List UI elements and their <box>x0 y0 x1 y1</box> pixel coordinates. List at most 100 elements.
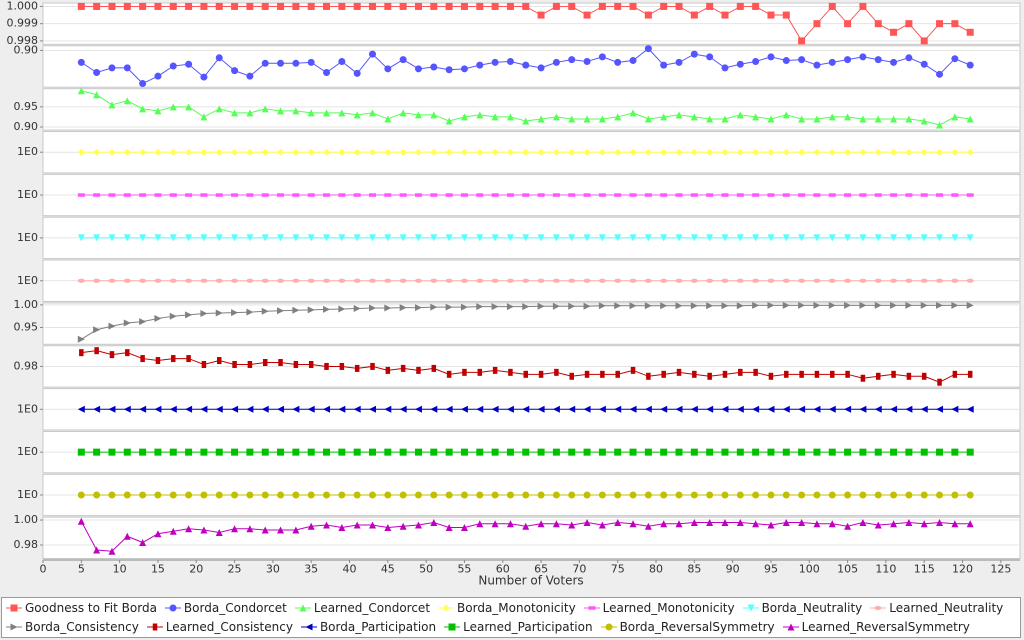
legend-item: Borda_ReversalSymmetry <box>600 620 775 634</box>
marker <box>476 61 484 69</box>
marker <box>154 314 162 322</box>
marker <box>139 105 147 113</box>
marker <box>951 448 959 456</box>
marker <box>154 405 162 413</box>
marker <box>568 448 576 456</box>
marker <box>615 370 620 378</box>
marker <box>416 366 421 374</box>
marker <box>353 405 361 413</box>
marker <box>522 193 530 197</box>
marker <box>77 278 85 283</box>
marker <box>798 37 806 45</box>
marker <box>936 70 944 78</box>
marker <box>185 278 193 283</box>
marker <box>123 532 131 540</box>
marker <box>798 193 806 197</box>
marker <box>629 109 637 117</box>
marker <box>890 278 898 283</box>
marker <box>522 522 530 530</box>
marker <box>246 193 254 197</box>
marker <box>200 309 208 317</box>
marker <box>966 448 974 456</box>
marker <box>920 193 928 197</box>
marker <box>399 148 407 156</box>
marker <box>292 148 300 156</box>
marker <box>414 148 422 156</box>
x-tick-label: 85 <box>687 563 701 576</box>
marker <box>445 303 453 311</box>
marker <box>920 491 928 499</box>
marker <box>476 111 484 119</box>
marker <box>813 20 821 28</box>
marker <box>414 521 422 529</box>
marker <box>629 234 637 242</box>
marker <box>445 448 453 456</box>
x-tick-label: 105 <box>837 563 858 576</box>
marker <box>108 448 116 456</box>
marker <box>706 115 714 123</box>
marker <box>537 115 545 123</box>
marker <box>614 234 622 242</box>
marker <box>966 520 974 528</box>
marker <box>430 448 438 456</box>
marker <box>752 278 760 283</box>
x-tick-label: 125 <box>990 563 1011 576</box>
marker <box>215 491 223 499</box>
marker <box>323 2 331 10</box>
marker <box>353 491 361 499</box>
marker <box>307 109 315 117</box>
marker <box>506 57 514 65</box>
marker <box>752 301 760 309</box>
marker <box>782 111 790 119</box>
marker <box>370 362 375 370</box>
marker <box>522 148 530 156</box>
marker <box>874 234 882 242</box>
marker <box>476 491 484 499</box>
marker <box>414 278 422 283</box>
marker <box>736 111 744 119</box>
marker <box>767 234 775 242</box>
marker <box>430 303 438 311</box>
marker <box>660 448 668 456</box>
marker <box>445 148 453 156</box>
marker <box>522 303 530 311</box>
marker <box>368 2 376 10</box>
marker <box>675 111 683 119</box>
marker <box>185 193 193 197</box>
marker <box>414 448 422 456</box>
marker <box>108 491 116 499</box>
marker <box>890 448 898 456</box>
marker <box>752 148 760 156</box>
marker <box>338 491 346 499</box>
marker <box>890 301 898 309</box>
marker <box>951 234 959 242</box>
marker <box>10 623 18 631</box>
marker <box>201 360 207 368</box>
marker <box>123 148 131 156</box>
marker <box>675 405 683 413</box>
marker <box>307 148 315 156</box>
marker <box>307 448 315 456</box>
marker <box>231 448 239 456</box>
marker <box>338 305 346 313</box>
marker <box>537 448 545 456</box>
marker <box>152 623 158 631</box>
marker <box>568 234 576 242</box>
marker <box>185 234 193 242</box>
marker <box>936 405 944 413</box>
marker <box>10 604 18 612</box>
marker <box>338 57 346 65</box>
marker <box>215 234 223 242</box>
marker <box>216 357 222 365</box>
x-tick-label: 20 <box>189 563 203 576</box>
marker <box>384 278 392 283</box>
legend-item: Learned_ReversalSymmetry <box>782 620 970 634</box>
marker <box>460 303 468 311</box>
marker <box>261 307 269 315</box>
marker <box>782 193 790 197</box>
marker <box>460 65 468 73</box>
marker <box>247 360 253 368</box>
marker <box>323 305 331 313</box>
marker <box>859 53 867 61</box>
marker <box>951 55 959 63</box>
